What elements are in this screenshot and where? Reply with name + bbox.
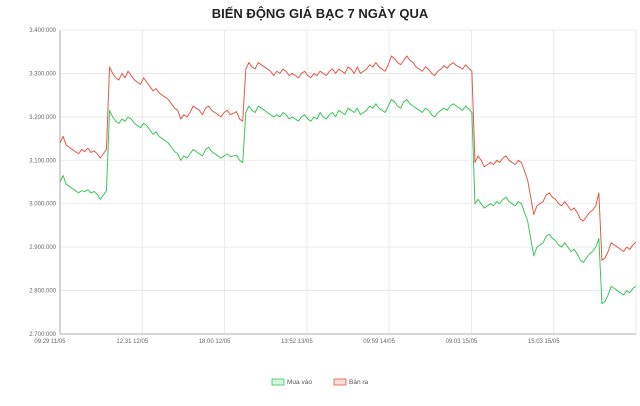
x-tick-label: 09:59 14/05 bbox=[363, 339, 395, 345]
legend-label: Bán ra bbox=[349, 379, 369, 386]
y-tick-label: 3.000.000 bbox=[29, 202, 56, 208]
grid bbox=[59, 29, 637, 335]
y-tick-label: 3.200.000 bbox=[29, 115, 56, 121]
series-line-sell bbox=[59, 55, 637, 261]
legend-item-sell[interactable]: Bán ra bbox=[333, 378, 369, 386]
y-tick-label: 2.800.000 bbox=[29, 289, 56, 295]
y-tick-label: 3.400.000 bbox=[29, 28, 56, 34]
legend-swatch bbox=[333, 378, 347, 386]
x-tick-label: 15:03 15/05 bbox=[528, 339, 560, 345]
legend[interactable]: Mua vào Bán ra bbox=[271, 378, 369, 386]
legend-item-buy[interactable]: Mua vào bbox=[271, 378, 312, 386]
legend-swatch bbox=[271, 378, 285, 386]
x-axis: 09:29 11/05 12:31 12/05 18:00 12/05 13:52 1… bbox=[34, 333, 636, 345]
x-tick-label: 18:00 12/05 bbox=[199, 339, 231, 345]
legend-label: Mua vào bbox=[287, 379, 312, 386]
x-tick-label: 13:52 13/05 bbox=[281, 339, 313, 345]
y-tick-label: 2.900.000 bbox=[29, 245, 56, 251]
x-tick-label: 09:03 15/05 bbox=[446, 339, 478, 345]
x-tick-label: 09:29 11/05 bbox=[34, 339, 66, 345]
y-tick-label: 3.300.000 bbox=[29, 71, 56, 77]
series-line-buy bbox=[59, 98, 637, 305]
chart-title: BIẾN ĐỘNG GIÁ BẠC 7 NGÀY QUA bbox=[211, 6, 429, 21]
series-lines bbox=[59, 55, 637, 305]
y-tick-label: 2.700.000 bbox=[29, 332, 56, 338]
x-tick-label: 12:31 12/05 bbox=[116, 339, 148, 345]
y-axis: 3.400.000 3.300.000 3.200.000 3.100.000 3.00… bbox=[29, 28, 61, 338]
y-tick-label: 3.100.000 bbox=[29, 158, 56, 164]
